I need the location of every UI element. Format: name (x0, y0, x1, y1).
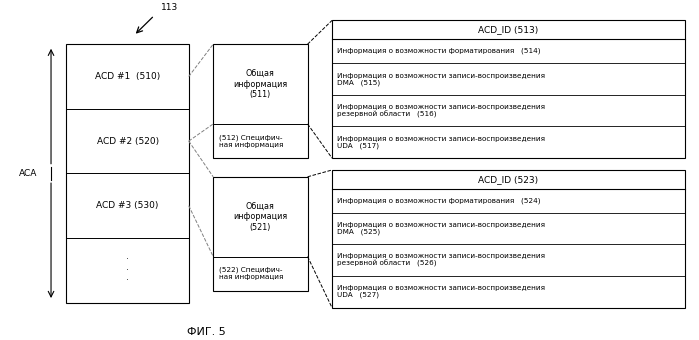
Text: (512) Специфич-
ная информация: (512) Специфич- ная информация (219, 134, 283, 148)
Text: Общая
информация
(511): Общая информация (511) (233, 69, 287, 99)
Text: ACD #3 (530): ACD #3 (530) (96, 201, 159, 210)
Bar (332, 170, 685, 308)
Text: Информация о возможности форматирования   (514): Информация о возможности форматирования … (337, 48, 540, 54)
Text: ACD #2 (520): ACD #2 (520) (96, 137, 159, 146)
Text: ACD_ID (513): ACD_ID (513) (478, 25, 539, 34)
Text: ACA: ACA (19, 169, 37, 178)
Text: Информация о возможности записи-воспроизведения
DMA   (515): Информация о возможности записи-воспроиз… (337, 73, 545, 86)
Text: Информация о возможности форматирования   (524): Информация о возможности форматирования … (337, 198, 540, 204)
Text: Информация о возможности записи-воспроизведения
UDA   (527): Информация о возможности записи-воспроиз… (337, 285, 545, 299)
Text: ·
·
·: · · · (126, 255, 129, 285)
Text: Общая
информация
(521): Общая информация (521) (233, 202, 287, 232)
Text: 113: 113 (161, 3, 178, 12)
Bar (213, 177, 308, 291)
Text: ACD #1  (510): ACD #1 (510) (95, 72, 160, 81)
Bar (332, 20, 685, 158)
Text: ФИГ. 5: ФИГ. 5 (187, 327, 226, 337)
Text: Информация о возможности записи-воспроизведения
резервной области   (526): Информация о возможности записи-воспроиз… (337, 253, 545, 267)
Bar (213, 44, 308, 158)
Text: (522) Специфич-
ная информация: (522) Специфич- ная информация (219, 267, 283, 280)
Text: Информация о возможности записи-воспроизведения
UDA   (517): Информация о возможности записи-воспроиз… (337, 136, 545, 149)
Bar (66, 44, 189, 303)
Text: Информация о возможности записи-воспроизведения
DMA   (525): Информация о возможности записи-воспроиз… (337, 222, 545, 235)
Text: Информация о возможности записи-воспроизведения
резервной области   (516): Информация о возможности записи-воспроиз… (337, 104, 545, 118)
Text: ACD_ID (523): ACD_ID (523) (478, 175, 539, 184)
